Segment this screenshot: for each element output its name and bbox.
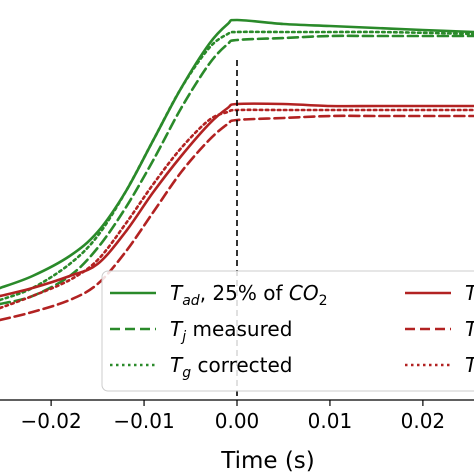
legend-label: Tj measured (170, 317, 292, 345)
legend-label: T (465, 353, 474, 377)
series-line-6 (0, 108, 474, 310)
legend-label: T (465, 281, 474, 305)
series-line-3 (0, 30, 474, 302)
series-line-4 (0, 102, 474, 298)
x-tick-label: 0.01 (308, 409, 353, 433)
legend-box (101, 270, 474, 392)
legend-label: Tg corrected (170, 353, 293, 381)
legend-label: T (465, 317, 474, 341)
x-tick-label: −0.01 (113, 409, 174, 433)
legend-label: Tad, 25% of CO2 (170, 281, 328, 309)
x-tick-label: −0.02 (20, 409, 81, 433)
series-line-1 (0, 18, 474, 290)
axes-layer: −0.02 −0.01 0.00 0.01 0.02 (0, 399, 474, 433)
series-line-5 (0, 114, 474, 322)
x-axis-label: Time (s) (220, 448, 315, 474)
series-line-2 (0, 34, 474, 306)
series-layer (0, 18, 474, 322)
x-tick-label: 0.00 (215, 409, 260, 433)
x-tick-label: 0.02 (401, 409, 446, 433)
